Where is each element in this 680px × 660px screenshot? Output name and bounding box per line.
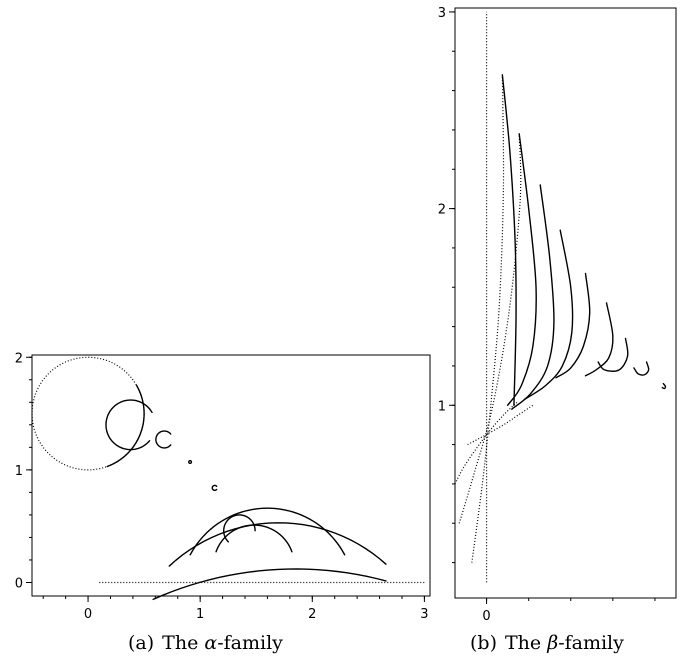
caption-a-greek: α bbox=[204, 632, 218, 654]
panel-b-curve-11 bbox=[584, 302, 614, 377]
panel-a-curve-11 bbox=[152, 568, 387, 601]
panel-a-curve-10 bbox=[168, 522, 387, 567]
caption-a-prefix: The bbox=[162, 632, 205, 654]
panel-b-ytick-label: 1 bbox=[438, 399, 446, 414]
panel-a-ytick-label: 1 bbox=[15, 464, 23, 479]
panel-a-curve-2 bbox=[106, 384, 145, 468]
panel-a-curve-6 bbox=[211, 484, 218, 492]
panel-b-curve-10 bbox=[555, 272, 591, 379]
panel-b-curve-3 bbox=[458, 133, 522, 524]
panel-b-ytick-label: 2 bbox=[438, 203, 446, 218]
panel-a-curve-5 bbox=[188, 459, 193, 465]
panel-b-curve-7 bbox=[506, 133, 537, 406]
panel-b-plot: 0 1 2 3 bbox=[438, 6, 677, 624]
caption-a-label: (a) bbox=[128, 632, 155, 654]
caption-b-suffix: -family bbox=[558, 632, 624, 654]
caption-b-prefix: The bbox=[505, 632, 548, 654]
panel-a-xtick-label: 3 bbox=[420, 607, 428, 622]
panel-a-curve-4 bbox=[155, 430, 172, 449]
caption-b: (b) The β-family bbox=[470, 632, 624, 654]
panel-a-curve-3 bbox=[105, 399, 153, 451]
panel-b-frame bbox=[454, 7, 677, 599]
panel-a-ytick-label: 2 bbox=[15, 351, 23, 366]
panel-a-ytick-label: 0 bbox=[15, 576, 23, 591]
panel-a-xtick-label: 1 bbox=[196, 607, 204, 622]
caption-a: (a) The α-family bbox=[128, 632, 283, 654]
panel-b-curve-12 bbox=[597, 337, 629, 372]
caption-b-label: (b) bbox=[470, 632, 497, 654]
panel-b-curve-13 bbox=[633, 361, 650, 376]
panel-a-xtick-label: 2 bbox=[308, 607, 316, 622]
panel-b-curve-5 bbox=[467, 404, 534, 446]
panel-b-curve-6 bbox=[501, 74, 517, 406]
caption-a-suffix: -family bbox=[217, 632, 283, 654]
panel-b-xtick-label: 0 bbox=[482, 609, 490, 624]
panel-a-curve-9 bbox=[189, 507, 346, 556]
caption-b-greek: β bbox=[547, 632, 559, 654]
panel-a-xtick-label: 0 bbox=[84, 607, 92, 622]
panel-b-curve-8 bbox=[511, 184, 555, 410]
panel-b-ytick-label: 3 bbox=[438, 6, 446, 21]
panel-b-curve-2 bbox=[471, 74, 505, 563]
panel-b-curve-14 bbox=[661, 382, 667, 390]
panel-b-curve-9 bbox=[523, 229, 574, 401]
panel-a-curve-8 bbox=[215, 524, 293, 553]
panel-a-frame bbox=[31, 354, 431, 597]
panel-a-plot: 0 1 2 3 0 1 2 bbox=[15, 351, 431, 622]
